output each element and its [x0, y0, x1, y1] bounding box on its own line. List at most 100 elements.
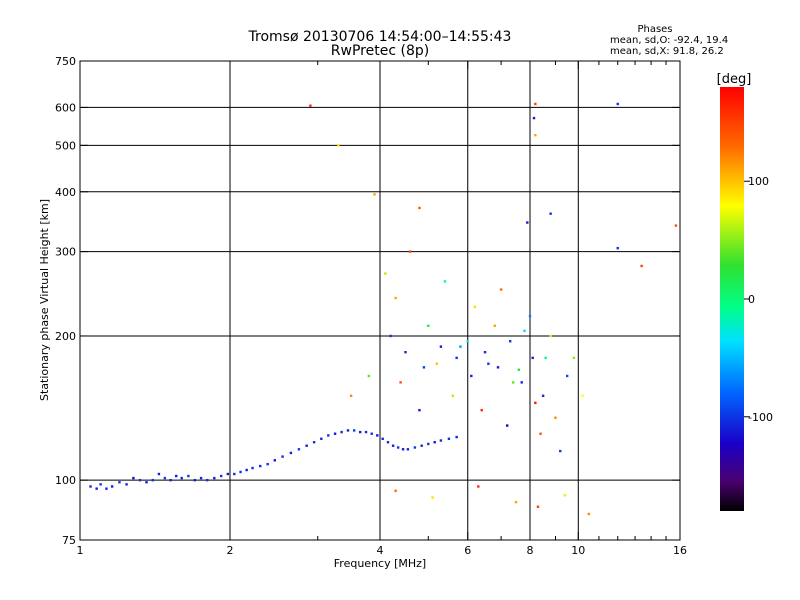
data-point: [544, 356, 547, 360]
data-point: [409, 250, 412, 253]
data-point: [418, 408, 421, 412]
data-point: [118, 481, 121, 484]
data-point: [273, 459, 276, 462]
x-tick-label: 2: [227, 544, 234, 557]
data-point: [418, 206, 421, 210]
colorbar-ticks: 100 0 -100: [744, 175, 773, 424]
x-axis-label: Frequency [MHz]: [334, 557, 426, 570]
chart-title: Tromsø 20130706 14:54:00–14:55:43: [248, 29, 512, 45]
data-point: [333, 432, 337, 435]
data-point: [381, 437, 384, 440]
data-point: [563, 494, 567, 497]
data-point: [534, 133, 537, 137]
data-point: [447, 437, 451, 440]
data-point: [394, 489, 397, 493]
data-point: [451, 394, 455, 398]
data-point: [305, 444, 308, 447]
data-point: [511, 381, 515, 384]
y-tick-labels: 75 100 200 300 400 500 600 750: [55, 55, 76, 547]
y-tick-label: 500: [55, 139, 76, 152]
x-tick-label: 1: [77, 544, 84, 557]
data-point: [420, 444, 423, 447]
data-point: [439, 439, 443, 442]
data-point: [394, 296, 397, 300]
data-point: [616, 246, 619, 250]
data-point: [526, 221, 529, 224]
data-point: [389, 334, 392, 338]
chart-subtitle: RwPretec (8p): [331, 43, 429, 59]
data-point: [132, 476, 135, 480]
data-point: [499, 288, 503, 291]
colorbar-label: [deg]: [717, 72, 752, 87]
data-point: [239, 470, 242, 474]
data-point: [455, 356, 458, 360]
data-point: [470, 374, 473, 378]
data-point: [364, 430, 368, 434]
data-point: [549, 212, 552, 215]
data-point: [431, 496, 434, 499]
data-point: [539, 432, 542, 435]
y-axis-label: Stationary phase Virtual Height [km]: [38, 199, 51, 401]
data-point: [435, 362, 438, 365]
data-point: [138, 478, 142, 482]
data-point: [413, 446, 417, 449]
x-tick-labels: 1 2 4 6 8 10 16: [77, 544, 688, 557]
x-tick-label: 10: [571, 544, 585, 557]
data-point: [386, 441, 390, 444]
data-point: [312, 441, 316, 444]
data-point: [297, 448, 301, 451]
data-point: [483, 350, 487, 354]
y-tick-label: 200: [55, 330, 76, 343]
data-point: [459, 345, 462, 348]
data-point: [259, 464, 262, 468]
data-point: [531, 356, 534, 360]
y-tick-label: 600: [55, 101, 76, 114]
colorbar: [720, 87, 744, 511]
data-point: [473, 305, 477, 309]
data-point: [289, 451, 293, 455]
data-point: [99, 483, 102, 486]
data-point: [151, 478, 155, 482]
data-point: [523, 329, 526, 333]
data-point: [352, 429, 356, 432]
data-point: [427, 324, 430, 328]
y-tick-label: 75: [62, 534, 76, 547]
data-point: [520, 381, 523, 384]
data-point: [205, 478, 209, 482]
data-point: [281, 455, 284, 458]
data-point: [226, 472, 230, 476]
data-point: [433, 441, 436, 444]
colorbar-tick-label: 0: [748, 293, 755, 306]
data-point: [105, 487, 108, 490]
x-tick-label: 6: [464, 544, 471, 557]
data-point: [406, 448, 410, 451]
x-tick-label: 8: [527, 544, 534, 557]
data-point: [466, 340, 469, 343]
data-point: [376, 434, 379, 437]
data-point: [349, 394, 353, 398]
x-tick-label: 4: [377, 544, 384, 557]
data-point: [157, 472, 161, 476]
data-point: [422, 366, 426, 369]
data-point: [95, 487, 98, 490]
data-point: [528, 314, 532, 318]
y-tick-label: 300: [55, 246, 76, 259]
data-point: [219, 474, 223, 478]
data-point: [536, 505, 540, 508]
data-point: [674, 224, 678, 227]
axis-ticks: [79, 60, 681, 541]
data-point: [145, 481, 148, 484]
data-point: [559, 449, 562, 453]
data-point: [187, 474, 190, 478]
data-point: [480, 408, 483, 412]
data-point: [340, 430, 343, 434]
data-point: [199, 476, 203, 480]
stats-title: Phases: [637, 24, 672, 35]
data-point: [391, 444, 395, 447]
data-point: [180, 476, 183, 480]
data-point: [427, 442, 430, 446]
data-point: [508, 340, 512, 343]
data-point: [401, 448, 405, 451]
data-point: [399, 381, 402, 384]
